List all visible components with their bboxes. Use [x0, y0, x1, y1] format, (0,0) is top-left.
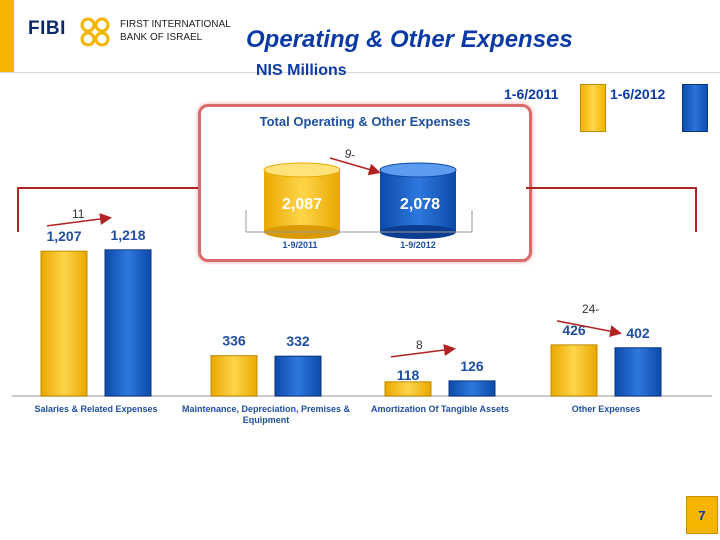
bank-name-line1: FIRST INTERNATIONAL — [120, 19, 231, 30]
inset-cylinder-2012 — [379, 162, 457, 239]
inset-category-2012: 1-9/2012 — [400, 240, 436, 250]
page-title: Operating & Other Expenses — [246, 26, 573, 53]
bar-label-2012-3: 402 — [626, 325, 650, 341]
inset-value-2011: 2,087 — [282, 196, 322, 213]
inset-category-2011: 1-9/2011 — [282, 240, 317, 250]
bar-2012-3 — [614, 347, 662, 397]
inset-change-label: 9- — [343, 146, 356, 162]
inset-cylinder-2011 — [263, 162, 341, 239]
bar-label-2011-1: 336 — [222, 333, 246, 349]
change-label-3: 24- — [582, 302, 599, 316]
bar-label-2012-2: 126 — [460, 358, 484, 374]
bar-2012-2 — [448, 380, 496, 397]
logo-text: FIBI — [28, 18, 66, 39]
bank-logo-icon — [80, 17, 110, 47]
bar-2011-0 — [40, 250, 88, 397]
category-label-0: Salaries & Related Expenses — [34, 404, 157, 414]
category-label-1: Maintenance, Depreciation, Premises & Equ… — [182, 404, 351, 425]
header-bar — [0, 0, 720, 73]
inset-change-arrow — [329, 157, 381, 176]
change-arrow-0 — [46, 213, 112, 227]
category-label-2: Amortization Of Tangible Assets — [371, 404, 509, 414]
bar-2011-2 — [384, 381, 432, 397]
bank-name-line2: BANK OF ISRAEL — [120, 32, 203, 43]
change-arrow-3 — [556, 320, 622, 338]
change-label-0: 11 — [72, 207, 85, 221]
inset-total-box — [198, 104, 532, 262]
bar-2012-0 — [104, 249, 152, 397]
change-label-2: 8 — [416, 338, 423, 352]
inset-title: Total Operating & Other Expenses — [259, 114, 471, 129]
bar-label-2011-2: 118 — [397, 367, 420, 383]
legend-2012-label: 1-6/2012 — [610, 86, 666, 102]
legend-2011-swatch — [580, 84, 606, 132]
category-label-3: Other Expenses — [572, 404, 641, 414]
bar-2012-1 — [274, 355, 322, 397]
page-subtitle: NIS Millions — [256, 62, 347, 79]
legend-2012-swatch — [682, 84, 708, 132]
slide-number: 7 — [686, 496, 718, 534]
bar-2011-1 — [210, 355, 258, 397]
bar-label-2012-0: 1,218 — [110, 227, 145, 243]
change-arrow-2 — [390, 344, 456, 358]
bar-2011-3 — [550, 344, 598, 397]
header-accent — [0, 0, 14, 72]
bar-label-2011-0: 1,207 — [46, 228, 81, 244]
legend-2011-label: 1-6/2011 — [504, 86, 559, 102]
bar-label-2012-1: 332 — [286, 333, 310, 349]
inset-value-2012: 2,078 — [400, 196, 440, 213]
bracket-connector — [17, 187, 697, 232]
